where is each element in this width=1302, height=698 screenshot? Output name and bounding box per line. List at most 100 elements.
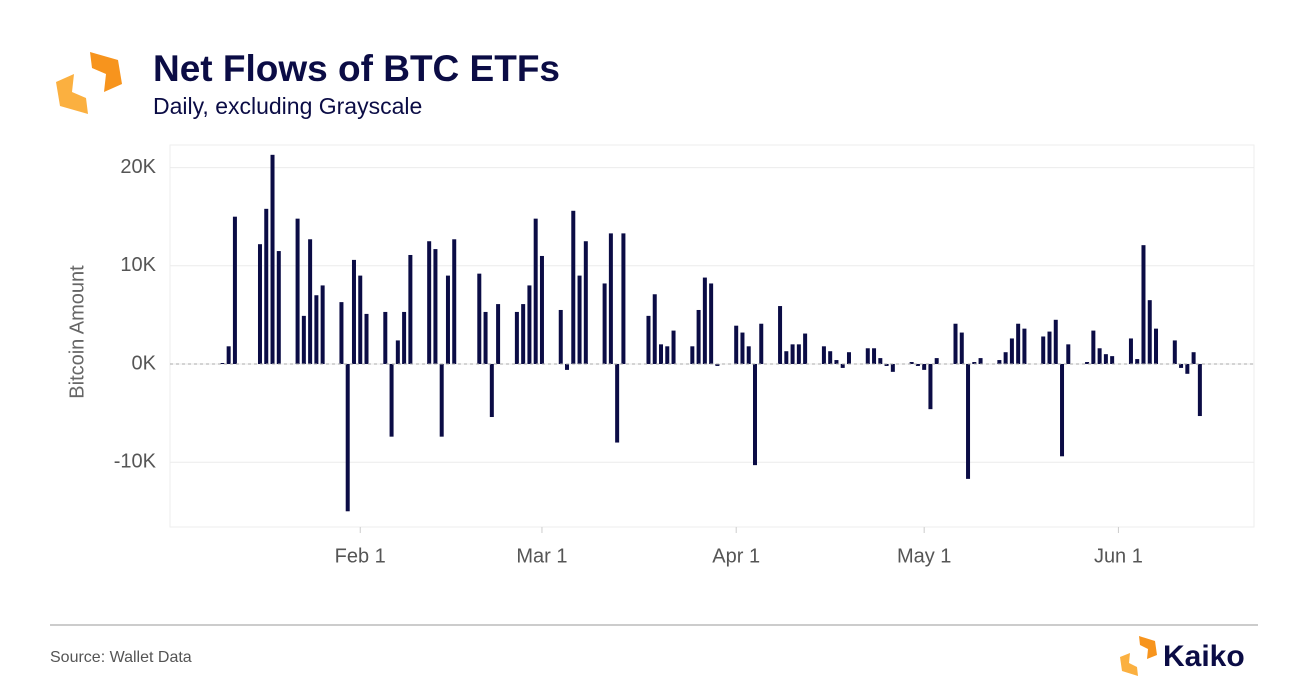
bar bbox=[759, 323, 764, 364]
bar bbox=[922, 363, 927, 370]
x-tick-label: May 1 bbox=[897, 545, 951, 567]
chart-subtitle: Daily, excluding Grayscale bbox=[153, 93, 422, 119]
bar bbox=[602, 283, 607, 364]
bar bbox=[608, 233, 613, 364]
bar bbox=[752, 363, 757, 466]
bar bbox=[1141, 245, 1146, 364]
bar bbox=[846, 352, 851, 364]
bar bbox=[997, 360, 1002, 364]
bar bbox=[978, 358, 983, 364]
bar bbox=[395, 340, 400, 364]
bar bbox=[1047, 331, 1052, 364]
bar bbox=[1003, 352, 1008, 364]
x-tick-label: Mar 1 bbox=[516, 545, 567, 567]
bar bbox=[345, 363, 350, 512]
bar bbox=[226, 346, 231, 364]
bar bbox=[339, 302, 344, 364]
bar bbox=[351, 259, 356, 364]
bar bbox=[1060, 363, 1065, 457]
bar bbox=[539, 255, 544, 364]
bar bbox=[389, 363, 394, 437]
bar bbox=[483, 311, 488, 364]
bar bbox=[364, 313, 369, 364]
bar bbox=[696, 309, 701, 364]
plot-frame bbox=[169, 144, 1255, 528]
bar bbox=[702, 277, 707, 364]
bar bbox=[690, 346, 695, 364]
bar bbox=[778, 306, 783, 364]
bar bbox=[477, 273, 482, 364]
bar bbox=[433, 249, 438, 364]
bar bbox=[953, 323, 958, 364]
bar bbox=[959, 332, 964, 364]
bar bbox=[709, 283, 714, 364]
bar bbox=[972, 362, 977, 364]
chart-title: Net Flows of BTC ETFs bbox=[153, 48, 560, 89]
bar bbox=[890, 363, 895, 372]
bar bbox=[257, 244, 262, 364]
bar bbox=[558, 309, 563, 364]
bar bbox=[1009, 338, 1014, 364]
bar bbox=[796, 344, 801, 364]
bar bbox=[615, 363, 620, 443]
y-axis-label: Bitcoin Amount bbox=[66, 265, 88, 399]
bar bbox=[909, 362, 914, 364]
bar bbox=[270, 154, 275, 364]
brand-logo bbox=[1120, 636, 1157, 676]
bar bbox=[314, 295, 319, 364]
y-tick-label: -10K bbox=[114, 450, 157, 472]
bar bbox=[445, 275, 450, 364]
bar bbox=[966, 363, 971, 479]
bar bbox=[740, 332, 745, 364]
bar bbox=[784, 351, 789, 364]
bar bbox=[884, 363, 889, 366]
bar bbox=[1179, 363, 1184, 368]
bar bbox=[1103, 354, 1108, 364]
bar bbox=[646, 315, 651, 364]
source: Source: Wallet Data bbox=[50, 649, 192, 666]
bar bbox=[571, 210, 576, 364]
bar bbox=[659, 344, 664, 364]
bar bbox=[402, 311, 407, 364]
bar bbox=[734, 325, 739, 364]
brand-name: Kaiko bbox=[1163, 640, 1245, 673]
bar bbox=[878, 358, 883, 364]
bar bbox=[1016, 323, 1021, 364]
bar bbox=[1022, 328, 1027, 364]
bar bbox=[439, 363, 444, 437]
bar bbox=[1185, 363, 1190, 374]
bar bbox=[308, 239, 313, 364]
bar bbox=[1147, 300, 1152, 364]
bar bbox=[1041, 336, 1046, 364]
y-tick-label: 10K bbox=[120, 254, 156, 276]
bar bbox=[621, 233, 626, 364]
bar bbox=[496, 304, 501, 364]
bar bbox=[1085, 362, 1090, 364]
bar bbox=[934, 358, 939, 364]
bar bbox=[865, 348, 870, 364]
bar bbox=[821, 346, 826, 364]
bar bbox=[565, 363, 570, 370]
x-tick-label: Feb 1 bbox=[335, 545, 386, 567]
bar bbox=[790, 344, 795, 364]
bar bbox=[652, 294, 657, 364]
bar bbox=[928, 363, 933, 410]
bar bbox=[1097, 348, 1102, 364]
bar bbox=[665, 346, 670, 364]
bar bbox=[408, 254, 413, 364]
bar bbox=[264, 208, 269, 364]
bar bbox=[427, 241, 432, 364]
y-tick-label: 0K bbox=[132, 352, 157, 374]
bar bbox=[533, 218, 538, 364]
bar bbox=[834, 360, 839, 364]
bar bbox=[715, 363, 720, 366]
bar bbox=[301, 315, 306, 364]
bar bbox=[746, 346, 751, 364]
bar bbox=[358, 275, 363, 364]
bar bbox=[1135, 359, 1140, 364]
x-tick-label: Apr 1 bbox=[712, 545, 760, 567]
bar bbox=[872, 348, 877, 364]
bar bbox=[276, 251, 281, 364]
y-tick-label: 20K bbox=[120, 156, 156, 178]
